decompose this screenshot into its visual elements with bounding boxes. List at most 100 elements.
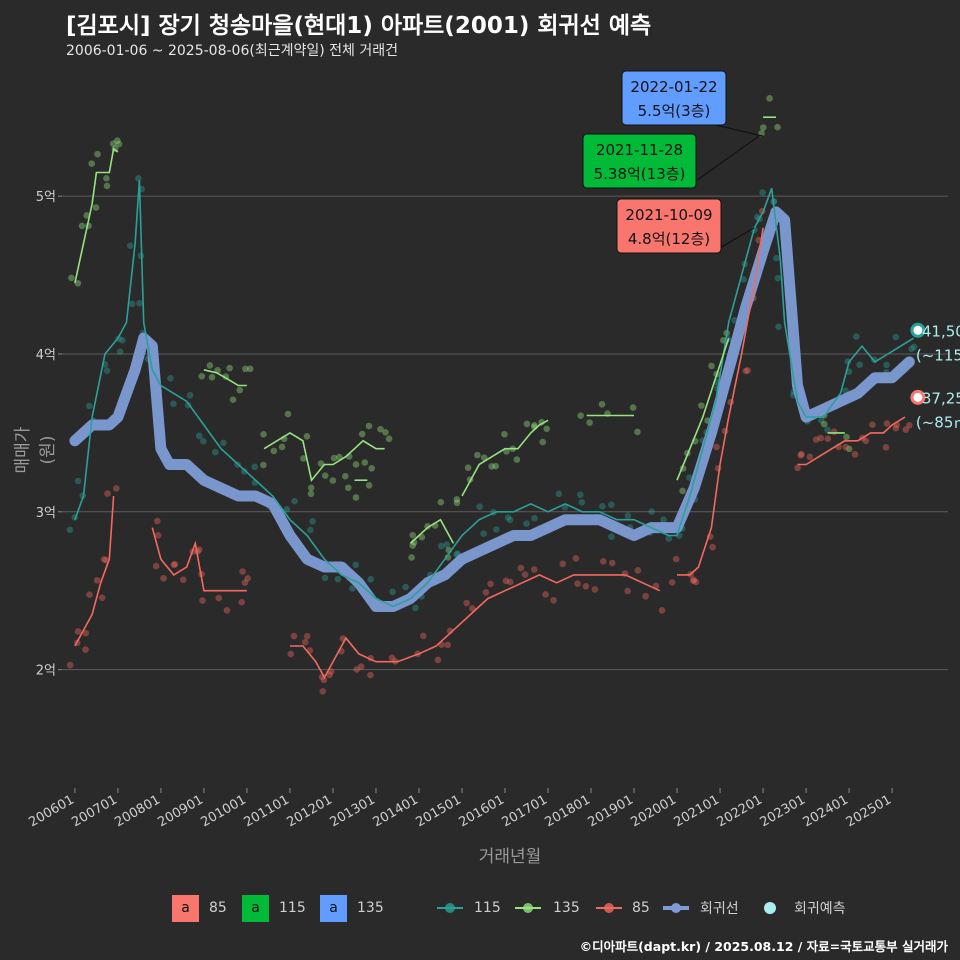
transaction-point	[385, 435, 393, 443]
transaction-point	[744, 367, 751, 374]
transaction-point	[353, 666, 361, 673]
x-tick-label: 200801	[112, 792, 162, 830]
transaction-point	[574, 580, 581, 587]
transaction-point	[883, 420, 891, 427]
annotation-date: 2022-01-22	[630, 78, 717, 96]
transaction-point	[660, 516, 667, 524]
y-tick-label: 2억	[36, 664, 56, 679]
page-title: [김포시] 장기 청송마을(현대1) 아파트(2001) 회귀선 예측	[66, 13, 652, 39]
transaction-point	[665, 535, 673, 542]
transaction-point	[170, 561, 178, 569]
transaction-point	[577, 491, 584, 499]
transaction-point	[598, 400, 606, 408]
regression-line	[69, 206, 915, 612]
x-tick-label: 202001	[629, 792, 679, 830]
transaction-point	[506, 516, 514, 524]
transaction-point	[418, 533, 426, 541]
transaction-point	[239, 568, 246, 575]
transaction-point	[742, 367, 750, 375]
transaction-point	[92, 204, 100, 211]
transaction-point	[856, 361, 864, 369]
transaction-point	[798, 450, 805, 458]
transaction-point	[624, 512, 632, 520]
transaction-point	[453, 496, 461, 503]
transaction-point	[910, 343, 918, 351]
transaction-point	[482, 589, 490, 596]
transaction-point	[812, 436, 820, 443]
transaction-point	[480, 530, 487, 537]
transaction-point	[634, 428, 641, 436]
transaction-point	[409, 531, 417, 539]
transaction-point	[301, 638, 309, 646]
transaction-point	[523, 520, 530, 527]
annotation-leader	[715, 124, 764, 137]
transaction-point	[229, 396, 237, 403]
transaction-point	[591, 586, 599, 593]
legend-forecast: 회귀예측	[794, 901, 846, 917]
transaction-point	[103, 182, 111, 190]
transaction-point	[892, 424, 900, 432]
y-tick-label: 4억	[36, 348, 56, 363]
transaction-point	[287, 650, 295, 658]
x-tick-label: 201701	[500, 792, 550, 830]
transaction-point	[582, 582, 590, 590]
y-tick-label: 3억	[36, 506, 56, 521]
transaction-point	[352, 461, 360, 468]
transaction-point	[774, 123, 781, 131]
transaction-point	[634, 567, 642, 574]
transaction-point	[103, 367, 111, 374]
transaction-point	[78, 222, 86, 230]
transaction-point	[775, 323, 782, 331]
transaction-point	[241, 579, 249, 586]
transaction-point	[103, 174, 110, 182]
transaction-point	[154, 532, 162, 539]
transaction-point	[453, 499, 461, 507]
transaction-point	[199, 437, 207, 445]
transaction-point	[740, 276, 747, 283]
transaction-point	[668, 579, 676, 586]
transaction-point	[759, 189, 766, 196]
transaction-point	[658, 607, 666, 614]
transaction-point	[367, 575, 374, 583]
legend-line-135: 135	[553, 900, 580, 916]
transaction-point	[68, 274, 75, 282]
series-line-135	[676, 337, 730, 481]
transaction-point	[599, 503, 606, 510]
transaction-point	[539, 438, 547, 446]
transaction-point	[128, 300, 136, 308]
series-line-85	[797, 416, 906, 466]
transaction-point	[830, 428, 838, 436]
transaction-point	[152, 562, 160, 570]
transaction-point	[578, 499, 586, 506]
transaction-point	[474, 451, 481, 459]
transaction-point	[342, 472, 349, 480]
transaction-point	[892, 333, 900, 341]
transaction-point	[773, 254, 780, 262]
transaction-point	[824, 435, 832, 442]
transaction-point	[74, 628, 82, 635]
transaction-point	[698, 402, 705, 409]
transaction-point	[170, 400, 177, 408]
transaction-point	[112, 485, 120, 492]
transaction-point	[357, 663, 365, 670]
transaction-point	[908, 345, 915, 353]
series-line-115	[74, 180, 915, 608]
legend-box-swatch: a	[320, 894, 347, 922]
transaction-point	[517, 564, 525, 572]
transaction-point	[326, 671, 333, 679]
transaction-point	[902, 426, 910, 433]
transaction-point	[358, 430, 366, 438]
transaction-point	[290, 632, 298, 640]
annotation-leader	[685, 135, 760, 189]
transaction-point	[283, 505, 291, 513]
x-tick-label: 202201	[715, 792, 765, 830]
transaction-point	[349, 585, 356, 592]
x-tick-label: 200901	[155, 792, 205, 830]
series-line-85	[677, 227, 764, 576]
transaction-point	[206, 362, 214, 369]
transaction-point	[114, 137, 121, 144]
transaction-point	[303, 432, 311, 440]
transaction-point	[608, 533, 615, 541]
transaction-point	[851, 451, 859, 458]
transaction-point	[382, 429, 389, 436]
